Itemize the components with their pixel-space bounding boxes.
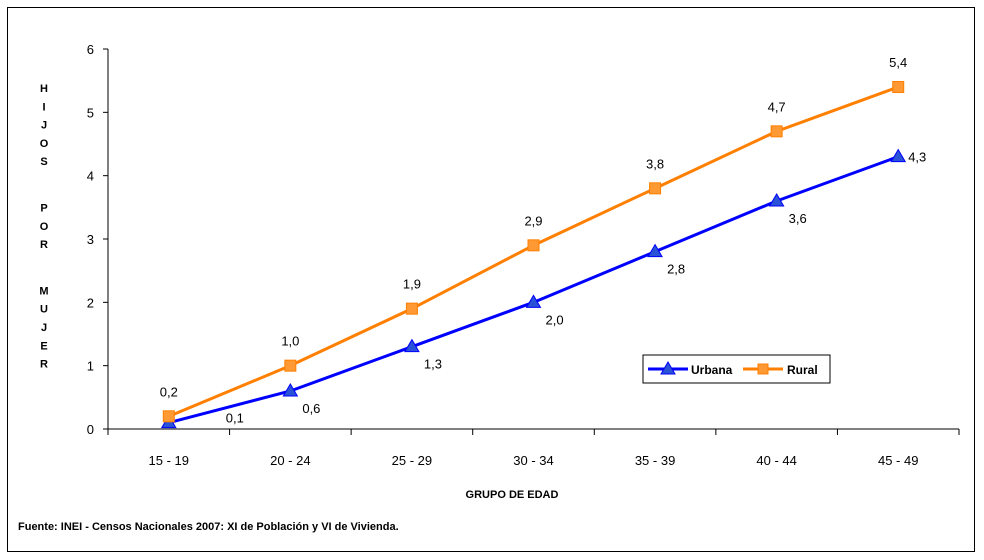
data-label-rural: 2,9 [524, 213, 542, 228]
x-tick-label: 40 - 44 [756, 453, 796, 468]
y-axis-title-letter: H [40, 83, 48, 95]
rural-point [284, 359, 297, 372]
y-axis-title-letter: P [40, 203, 47, 215]
x-tick-label: 35 - 39 [635, 453, 675, 468]
y-axis-title-letter: U [40, 304, 48, 316]
urbana-point [890, 148, 907, 163]
y-axis-title-letter: J [41, 120, 47, 132]
chart-axes: 0 1 2 3 4 5 6 15 - 19 20 - 24 25 - 29 30 - 34 35 - … [87, 42, 960, 468]
data-label-rural: 5,4 [889, 55, 907, 70]
rural-point [649, 182, 662, 195]
y-axis-title-letter: I [42, 101, 45, 113]
y-tick-label: 2 [87, 295, 94, 310]
y-axis-title-letter: J [41, 322, 47, 334]
data-label-urbana: 2,0 [546, 312, 564, 327]
source-note: Fuente: INEI - Censos Nacionales 2007: X… [18, 521, 399, 533]
y-axis-title-letter: S [40, 156, 47, 168]
data-label-urbana: 0,6 [302, 401, 320, 416]
data-labels: 0,1 0,6 1,3 2,0 2,8 3,6 4,3 0,2 1,0 1,9 2,9 3,8 4,7 5… [160, 55, 927, 426]
y-axis-title-letter: R [40, 359, 48, 371]
data-label-rural: 1,0 [281, 334, 299, 349]
y-tick-label: 5 [87, 105, 94, 120]
x-tick-label: 25 - 29 [392, 453, 432, 468]
legend-rural-marker [757, 363, 769, 375]
rural-point [405, 302, 418, 315]
rural-point [527, 239, 540, 252]
data-label-urbana: 0,1 [226, 411, 244, 426]
x-tick-label: 15 - 19 [149, 453, 189, 468]
data-label-rural: 4,7 [768, 99, 786, 114]
y-tick-label: 6 [87, 42, 94, 57]
x-tick-label: 30 - 34 [513, 453, 553, 468]
legend-urbana-marker [660, 361, 676, 375]
urbana-point [404, 338, 420, 353]
rural-point [770, 125, 783, 138]
data-label-urbana: 1,3 [424, 357, 442, 372]
x-axis-title: GRUPO DE EDAD [466, 489, 559, 501]
rural-point [892, 81, 905, 93]
urbana-point [647, 243, 663, 258]
legend-urbana-label: Urbana [691, 363, 733, 377]
series-layer [160, 81, 907, 429]
data-label-urbana: 2,8 [667, 262, 685, 277]
urbana-point [282, 383, 299, 397]
urbana-point [525, 294, 542, 308]
y-axis-title-letter: O [40, 138, 49, 150]
urbana-point [768, 193, 785, 207]
data-label-rural: 0,2 [160, 384, 178, 399]
x-tick-label: 45 - 49 [878, 453, 918, 468]
y-axis-title-letter: E [40, 340, 47, 352]
data-label-rural: 1,9 [403, 277, 421, 292]
rural-point [162, 410, 175, 423]
chart-legend: Urbana Rural [642, 354, 831, 384]
data-label-urbana: 4,3 [908, 150, 926, 165]
chart-frame [7, 7, 975, 552]
legend-rural-label: Rural [787, 363, 818, 377]
y-axis-title-letter: M [39, 285, 48, 297]
y-axis-title-letter: R [40, 239, 48, 251]
y-tick-label: 1 [87, 359, 94, 374]
data-label-rural: 3,8 [646, 156, 664, 171]
y-tick-label: 3 [87, 232, 94, 247]
y-axis-title-letter: O [40, 221, 49, 233]
y-tick-label: 0 [87, 422, 94, 437]
y-tick-label: 4 [87, 169, 94, 184]
x-tick-label: 20 - 24 [270, 453, 310, 468]
data-label-urbana: 3,6 [789, 211, 807, 226]
